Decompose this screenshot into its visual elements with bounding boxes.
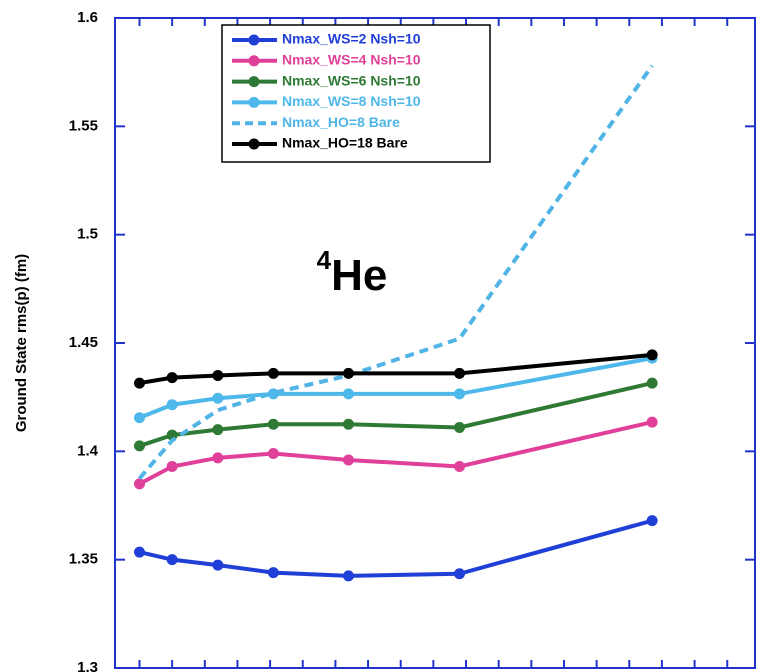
legend-box [221, 24, 491, 163]
legend-marker [248, 138, 260, 150]
y-tick-label: 1.6 [77, 9, 98, 26]
legend-label: Nmax_HO=18 Bare [282, 135, 408, 151]
point [453, 568, 465, 580]
y-tick-label: 1.35 [69, 551, 98, 568]
legend-label: Nmax_WS=6 Nsh=10 [282, 72, 421, 88]
series-line [137, 64, 654, 480]
y-tick-label: 1.3 [77, 659, 98, 672]
point [342, 418, 354, 430]
point [212, 392, 224, 404]
point [166, 554, 178, 566]
point [453, 461, 465, 472]
point [342, 388, 354, 400]
annotation-text: He [331, 251, 387, 300]
y-tick-label: 1.5 [77, 226, 98, 243]
point [342, 570, 354, 582]
point [133, 546, 145, 558]
series-line [138, 356, 653, 420]
point [133, 440, 145, 452]
point [267, 418, 279, 430]
point [166, 372, 178, 384]
y-tick-label: 1.45 [69, 334, 98, 351]
point [646, 349, 658, 361]
y-tick-label: 1.4 [77, 442, 99, 459]
legend-label: Nmax_WS=2 Nsh=10 [282, 31, 421, 47]
annotation-sup: 4 [317, 245, 332, 275]
point [453, 422, 465, 433]
point [166, 399, 178, 411]
point [212, 452, 224, 464]
legend-marker [248, 76, 260, 88]
point [646, 515, 658, 527]
y-axis-label: Ground State rms(p) (fm) [13, 254, 30, 432]
point [166, 461, 178, 472]
point [212, 424, 224, 436]
point [267, 367, 279, 379]
legend-marker [248, 96, 260, 108]
legend-marker [248, 34, 260, 46]
legend-label: Nmax_WS=8 Nsh=10 [282, 93, 421, 109]
legend-marker [248, 55, 260, 67]
point [453, 388, 465, 400]
point [342, 454, 354, 466]
legend-label: Nmax_HO=8 Bare [282, 114, 400, 130]
point [646, 416, 658, 428]
point [342, 367, 354, 379]
point [267, 567, 279, 579]
point [646, 377, 658, 389]
annotation: 4He [317, 245, 388, 300]
point [212, 370, 224, 381]
point [212, 559, 224, 571]
legend-label: Nmax_WS=4 Nsh=10 [282, 52, 421, 68]
point [267, 448, 279, 459]
point [133, 412, 145, 424]
point [133, 478, 145, 490]
point [453, 367, 465, 379]
y-tick-label: 1.55 [69, 117, 98, 134]
point [133, 377, 145, 389]
